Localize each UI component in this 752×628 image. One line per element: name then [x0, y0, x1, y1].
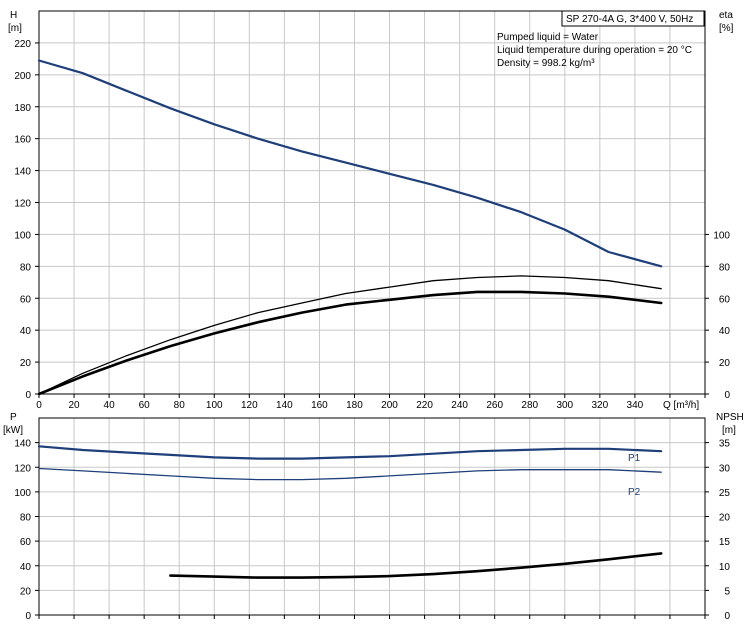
x-tick-label: 280: [521, 400, 538, 411]
bottom-right-axis-title: NPSH: [716, 412, 744, 423]
left-tick-label: 120: [14, 199, 31, 210]
x-tick-label: 140: [276, 400, 293, 411]
series-line-panel1-1: [38, 275, 662, 395]
info-line-liquid: Pumped liquid = Water: [497, 32, 599, 43]
left-tick-label: 200: [14, 71, 31, 82]
x-tick-label: 180: [346, 400, 363, 411]
x-tick-label: 0: [36, 400, 42, 411]
text-layer: 0204060801001201401601802002200204060801…: [14, 39, 730, 622]
chart-title: SP 270-4A G, 3*400 V, 50Hz: [566, 14, 693, 25]
left-tick-label: 20: [20, 358, 32, 369]
top-right-axis-unit: [%]: [719, 23, 734, 34]
bottom-left-axis-title: P: [10, 412, 17, 423]
left-tick-label: 80: [20, 513, 32, 524]
left-tick-label: 120: [14, 463, 31, 474]
x-tick-label: 220: [416, 400, 433, 411]
right-tick-label: 80: [719, 262, 731, 273]
top-left-axis-title: H: [10, 10, 17, 21]
grid-layer: [39, 10, 705, 615]
top-right-axis-title: eta: [719, 10, 733, 21]
x-tick-label: 200: [381, 400, 398, 411]
series-line-p2: [38, 467, 662, 481]
x-tick-label: 120: [241, 400, 258, 411]
right-tick-label: 100: [713, 230, 730, 241]
left-tick-label: 0: [25, 390, 31, 401]
right-tick-label: 60: [719, 294, 731, 305]
series-label-p2: P2: [628, 487, 641, 498]
x-axis-title: Q [m³/h]: [663, 400, 699, 411]
left-tick-label: 60: [20, 537, 32, 548]
left-tick-label: 40: [20, 562, 32, 573]
left-tick-label: 60: [20, 294, 32, 305]
axis-layer: [35, 10, 709, 619]
right-tick-label: 15: [719, 537, 731, 548]
x-tick-label: 340: [627, 400, 644, 411]
bottom-right-axis-unit: [m]: [722, 425, 736, 436]
x-tick-label: 320: [591, 400, 608, 411]
x-tick-label: 100: [206, 400, 223, 411]
series-layer: [37, 59, 663, 579]
right-tick-label: 10: [719, 562, 731, 573]
right-tick-label: 30: [719, 463, 731, 474]
right-tick-label: 25: [719, 488, 731, 499]
x-tick-label: 80: [174, 400, 186, 411]
right-tick-label: 0: [724, 390, 730, 401]
left-tick-label: 220: [14, 39, 31, 50]
x-tick-label: 60: [139, 400, 151, 411]
top-left-axis-unit: [m]: [8, 23, 22, 34]
x-tick-label: 40: [104, 400, 116, 411]
series-line-panel2-2: [169, 552, 663, 579]
left-tick-label: 100: [14, 230, 31, 241]
left-tick-label: 80: [20, 262, 32, 273]
left-tick-label: 180: [14, 103, 31, 114]
x-tick-label: 300: [556, 400, 573, 411]
right-tick-label: 0: [724, 611, 730, 622]
left-tick-label: 20: [20, 586, 32, 597]
x-tick-label: 20: [68, 400, 80, 411]
series-label-p1: P1: [628, 453, 641, 464]
info-line-temperature: Liquid temperature during operation = 20…: [497, 45, 692, 56]
x-tick-label: 160: [311, 400, 328, 411]
bottom-left-axis-unit: [kW]: [3, 425, 23, 436]
title-box: [561, 10, 705, 27]
left-tick-label: 100: [14, 488, 31, 499]
left-tick-label: 40: [20, 326, 32, 337]
left-tick-label: 160: [14, 135, 31, 146]
left-tick-label: 140: [14, 167, 31, 178]
series-line-panel1-2: [37, 290, 663, 396]
series-line-panel1-0: [37, 59, 663, 268]
right-tick-label: 35: [719, 439, 731, 450]
info-line-density: Density = 998.2 kg/m³: [497, 58, 595, 69]
right-tick-label: 5: [724, 586, 730, 597]
left-tick-label: 140: [14, 439, 31, 450]
x-tick-label: 240: [451, 400, 468, 411]
left-tick-label: 0: [25, 611, 31, 622]
series-line-p1: [37, 445, 663, 460]
x-tick-label: 260: [486, 400, 503, 411]
right-tick-label: 20: [719, 513, 731, 524]
right-tick-label: 40: [719, 326, 731, 337]
right-tick-label: 20: [719, 358, 731, 369]
